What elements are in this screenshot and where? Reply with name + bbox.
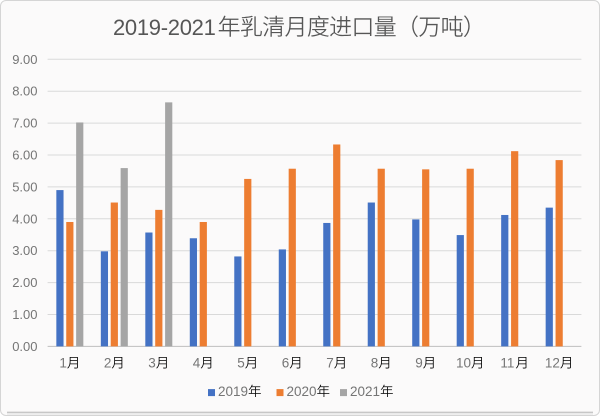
svg-text:6: 6 <box>282 356 290 371</box>
svg-text:10: 10 <box>456 356 471 371</box>
svg-text:2019-2021: 2019-2021 <box>113 15 216 40</box>
svg-text:12: 12 <box>545 356 560 371</box>
svg-text:3.00: 3.00 <box>12 243 37 258</box>
svg-text:8: 8 <box>371 356 379 371</box>
svg-text:2: 2 <box>104 356 112 371</box>
svg-text:2019: 2019 <box>218 384 248 399</box>
svg-text:2021: 2021 <box>350 384 380 399</box>
svg-text:11: 11 <box>500 356 514 371</box>
svg-text:4: 4 <box>193 356 201 371</box>
svg-text:1.00: 1.00 <box>12 307 37 322</box>
svg-text:2020: 2020 <box>287 384 317 399</box>
svg-text:9.00: 9.00 <box>12 52 37 67</box>
svg-text:9: 9 <box>415 356 423 371</box>
svg-text:5: 5 <box>237 356 245 371</box>
svg-text:6.00: 6.00 <box>12 147 37 162</box>
svg-text:7: 7 <box>326 356 334 371</box>
svg-text:0.00: 0.00 <box>12 339 37 354</box>
svg-text:8.00: 8.00 <box>12 84 37 99</box>
svg-text:4.00: 4.00 <box>12 211 37 226</box>
svg-text:1: 1 <box>59 356 67 371</box>
svg-text:7.00: 7.00 <box>12 116 37 131</box>
svg-text:5.00: 5.00 <box>12 179 37 194</box>
svg-text:3: 3 <box>148 356 156 371</box>
svg-text:2.00: 2.00 <box>12 275 37 290</box>
